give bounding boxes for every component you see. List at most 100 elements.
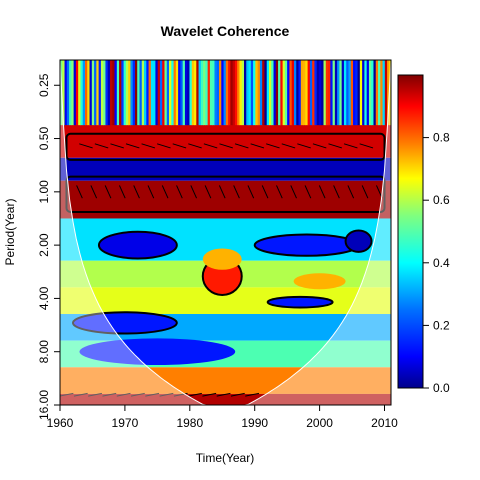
phase-arrow bbox=[94, 143, 109, 149]
noise-stripe bbox=[216, 60, 220, 126]
y-tick-label: 0.50 bbox=[37, 127, 51, 151]
noise-stripe bbox=[166, 60, 170, 126]
noise-stripe bbox=[191, 60, 195, 126]
noise-stripe bbox=[389, 60, 391, 126]
noise-stripe bbox=[146, 60, 150, 126]
noise-stripe bbox=[382, 60, 386, 126]
noise-stripe bbox=[134, 60, 138, 126]
noise-stripe bbox=[82, 60, 86, 126]
phase-arrow bbox=[203, 143, 218, 149]
coherence-region bbox=[293, 273, 346, 290]
noise-stripe bbox=[239, 60, 243, 126]
noise-stripe bbox=[219, 60, 222, 126]
noise-stripe bbox=[209, 60, 213, 126]
phase-arrow bbox=[261, 185, 269, 199]
noise-stripe bbox=[232, 60, 236, 126]
phase-arrow bbox=[188, 143, 202, 149]
noise-stripe bbox=[387, 60, 390, 126]
phase-arrow bbox=[116, 392, 131, 397]
noise-stripe bbox=[255, 60, 259, 126]
noise-stripe bbox=[346, 60, 350, 126]
colorbar-tick-label: 0.0 bbox=[433, 381, 450, 395]
noise-stripe bbox=[368, 60, 372, 126]
coherence-band bbox=[60, 157, 391, 181]
noise-stripe bbox=[125, 60, 129, 126]
noise-stripe bbox=[355, 60, 359, 126]
noise-stripe bbox=[330, 60, 334, 126]
noise-stripe bbox=[73, 60, 77, 126]
noise-stripe bbox=[78, 60, 82, 126]
phase-arrow bbox=[312, 143, 327, 149]
phase-arrow bbox=[347, 185, 355, 199]
noise-stripe bbox=[282, 60, 286, 126]
noise-stripe bbox=[278, 60, 281, 126]
phase-arrow bbox=[247, 185, 255, 199]
noise-stripe bbox=[337, 60, 341, 126]
phase-arrow bbox=[233, 185, 240, 199]
noise-stripe bbox=[321, 60, 325, 126]
noise-stripe bbox=[87, 60, 91, 126]
noise-stripe bbox=[171, 60, 175, 126]
noise-stripe bbox=[309, 60, 313, 126]
noise-stripe bbox=[266, 60, 270, 126]
noise-stripe bbox=[353, 60, 356, 126]
noise-stripe bbox=[98, 60, 102, 126]
noise-stripe bbox=[307, 60, 311, 126]
noise-stripe bbox=[84, 60, 88, 126]
noise-stripe bbox=[257, 60, 261, 126]
noise-stripe bbox=[148, 60, 152, 126]
phase-arrow bbox=[190, 185, 198, 199]
noise-stripe bbox=[375, 60, 379, 126]
phase-arrow bbox=[176, 185, 183, 199]
noise-stripe bbox=[119, 60, 122, 126]
noise-stripe bbox=[141, 60, 145, 126]
noise-stripe bbox=[121, 60, 125, 126]
phase-arrow bbox=[281, 143, 296, 149]
noise-stripe bbox=[164, 60, 168, 126]
phase-arrow bbox=[110, 143, 124, 149]
noise-stripe bbox=[157, 60, 161, 126]
noise-stripe bbox=[298, 60, 302, 126]
y-axis: 0.25 0.50 1.00 2.00 4.00 8.00 16.00 bbox=[37, 73, 60, 420]
phase-arrow bbox=[343, 143, 358, 149]
noise-stripe bbox=[362, 60, 365, 126]
phase-arrow bbox=[125, 143, 140, 149]
phase-arrow bbox=[250, 143, 265, 149]
noise-stripe bbox=[343, 60, 347, 126]
coherence-region bbox=[253, 233, 360, 257]
noise-stripe bbox=[187, 60, 191, 126]
heatmap-plot-area bbox=[60, 60, 391, 405]
noise-stripe bbox=[334, 60, 338, 126]
noise-stripe bbox=[196, 60, 200, 126]
cone-of-influence bbox=[60, 60, 391, 405]
noise-stripe bbox=[100, 60, 104, 126]
noise-stripe bbox=[162, 60, 166, 126]
phase-arrow bbox=[130, 392, 145, 397]
coherence-region bbox=[79, 338, 236, 366]
phase-arrow bbox=[88, 392, 103, 397]
y-tick-label: 8.00 bbox=[37, 340, 51, 364]
noise-stripe bbox=[275, 60, 279, 126]
noise-stripe bbox=[178, 60, 181, 126]
noise-stripe bbox=[91, 60, 95, 126]
x-axis-label: Time(Year) bbox=[196, 451, 254, 465]
phase-arrow bbox=[133, 185, 140, 199]
y-axis-label: Period(Year) bbox=[3, 199, 17, 266]
noise-stripe bbox=[223, 60, 227, 126]
coherence-region bbox=[202, 248, 242, 270]
phase-arrow bbox=[79, 143, 93, 149]
noise-stripe bbox=[159, 60, 163, 126]
noise-stripe bbox=[116, 60, 120, 126]
noise-stripe bbox=[378, 60, 381, 126]
coherence-region bbox=[344, 229, 373, 253]
noise-stripe bbox=[328, 60, 331, 126]
y-tick-label: 4.00 bbox=[37, 286, 51, 310]
phase-arrow bbox=[145, 392, 160, 397]
noise-stripe bbox=[300, 60, 304, 126]
noise-stripe bbox=[305, 60, 309, 126]
high-frequency-noise bbox=[60, 60, 391, 126]
noise-stripe bbox=[366, 60, 370, 126]
noise-stripe bbox=[112, 60, 116, 126]
significance-contour bbox=[65, 132, 386, 161]
significance-contour bbox=[65, 175, 386, 214]
